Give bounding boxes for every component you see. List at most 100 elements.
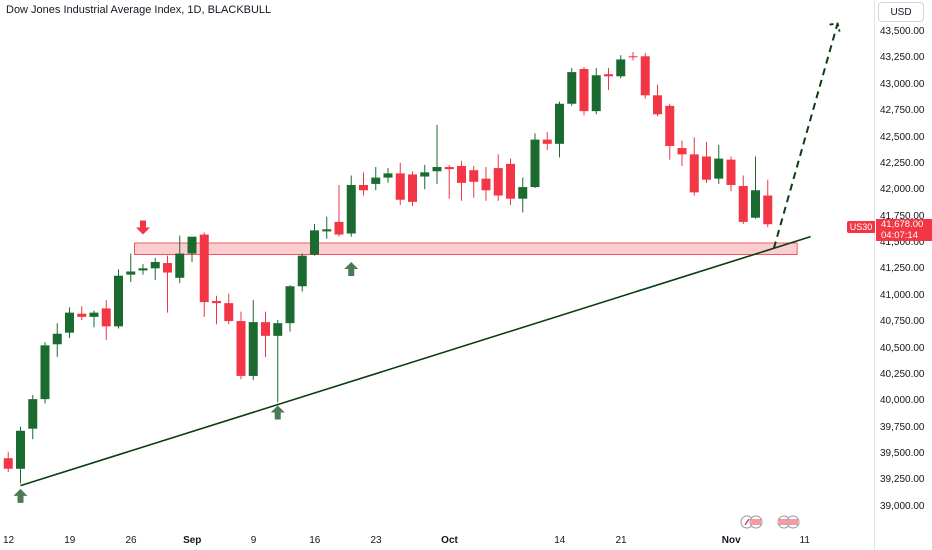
candle (542, 132, 552, 151)
arrow-up-icon (344, 261, 359, 276)
price-tick-label: 40,500.00 (880, 342, 925, 354)
candle-body (297, 255, 307, 287)
candle (714, 144, 724, 184)
time-tick-label: 14 (554, 535, 566, 546)
price-tick-label: 43,500.00 (880, 26, 925, 37)
dividend-flag-icon[interactable] (740, 515, 763, 529)
candle (518, 177, 528, 213)
bar-countdown: 04:07:14 (881, 230, 918, 241)
candle-body (567, 72, 577, 104)
candle (40, 342, 50, 404)
candle-body (714, 158, 724, 179)
price-tick-label: 43,250.00 (880, 52, 925, 64)
candle (273, 320, 283, 403)
event-flags[interactable] (740, 515, 810, 529)
price-tick-label: 40,000.00 (880, 395, 925, 407)
candle-body (726, 159, 736, 185)
price-tick-label: 41,750.00 (880, 210, 925, 222)
price-tick-label: 40,250.00 (880, 368, 925, 380)
support-zone (134, 242, 798, 256)
us-flag-icon[interactable] (777, 515, 800, 529)
candle-body (126, 271, 136, 275)
candle (285, 285, 295, 332)
candle (665, 103, 675, 160)
price-scale-divider (874, 0, 875, 550)
price-tick-label: 39,750.00 (880, 421, 925, 433)
candle-body (481, 178, 491, 191)
candle (65, 307, 74, 338)
candle (383, 168, 393, 183)
price-tick-label: 39,500.00 (880, 448, 925, 459)
candle-body (444, 167, 454, 170)
candle-body (273, 323, 283, 336)
candle-body (371, 177, 381, 184)
time-tick-label: Sep (183, 535, 202, 546)
candle-body (751, 190, 760, 218)
candle (224, 293, 234, 325)
candle-body (248, 322, 258, 376)
price-tick-label: 41,500.00 (880, 237, 925, 248)
candle (28, 394, 38, 440)
price-tick-label: 42,250.00 (880, 157, 925, 169)
time-tick-label: 9 (250, 535, 257, 546)
candle-body (493, 168, 503, 196)
candle (89, 310, 99, 328)
last-price: 41,678.00 (881, 219, 924, 230)
candle (444, 164, 454, 199)
candle-body (16, 430, 25, 469)
candle (408, 171, 417, 207)
candle (114, 269, 123, 329)
candle-body (738, 186, 748, 222)
candle (457, 160, 466, 201)
candle (751, 156, 760, 219)
candle (52, 323, 62, 357)
candle (677, 140, 687, 166)
time-tick-label: 21 (615, 535, 627, 546)
time-tick-label: Nov (721, 535, 741, 546)
candle-body (28, 399, 38, 429)
candle (738, 175, 748, 225)
candle-body (346, 184, 356, 234)
time-tick-label: 26 (125, 535, 137, 546)
candle-body (77, 313, 87, 317)
trendline (20, 235, 811, 487)
candle (726, 156, 736, 192)
candle-body (616, 59, 626, 77)
candle-body (285, 286, 295, 324)
candle (334, 184, 344, 237)
candle-body (640, 56, 650, 96)
candle (163, 255, 172, 313)
candle-body (579, 68, 589, 112)
currency-button[interactable]: USD (878, 2, 924, 22)
arrow-up-icon (270, 405, 285, 420)
candle-body (310, 230, 319, 255)
last-price-badge: 41,678.00 04:07:14 (876, 219, 932, 241)
candle (126, 253, 136, 283)
candle-body (261, 322, 270, 336)
candle (101, 299, 111, 341)
candle-body (212, 301, 221, 304)
candle-body (40, 345, 50, 400)
candle (297, 253, 307, 292)
price-tick-label: 41,250.00 (880, 263, 925, 275)
projection-line (772, 23, 839, 249)
candle (469, 165, 479, 198)
candle (16, 426, 25, 484)
candle (371, 167, 381, 191)
candle (653, 84, 662, 117)
candle-body (114, 275, 123, 327)
candle (346, 175, 356, 237)
candle (493, 154, 503, 201)
candle (261, 311, 270, 357)
candle (3, 451, 13, 472)
candle (555, 101, 564, 158)
chart-title: Dow Jones Industrial Average Index, 1D, … (6, 4, 272, 16)
candle (150, 257, 160, 280)
candle (212, 295, 221, 325)
time-tick-label: 23 (370, 535, 382, 546)
candle-body (408, 174, 417, 202)
candle-body (665, 105, 675, 146)
candle-body (101, 308, 111, 327)
price-tick-label: 42,500.00 (880, 131, 925, 143)
